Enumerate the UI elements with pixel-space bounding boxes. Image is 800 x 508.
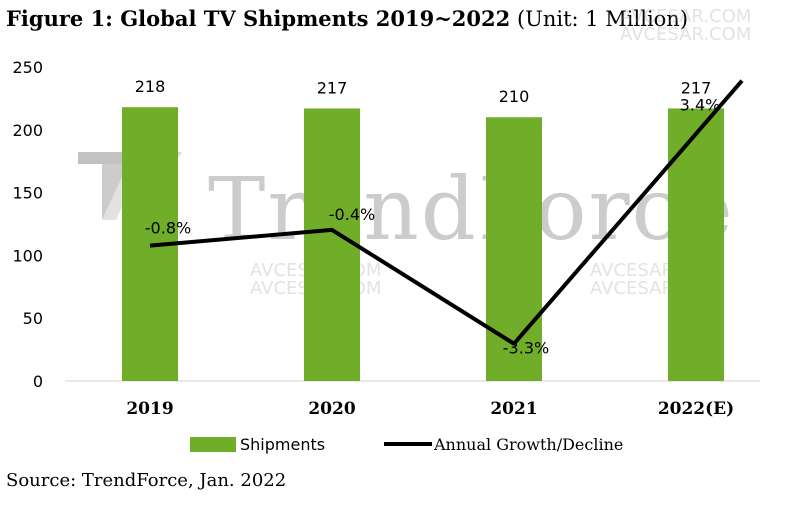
y-tick-label: 150 xyxy=(12,184,43,203)
bar-2021 xyxy=(486,117,542,382)
legend-swatch-shipments xyxy=(190,437,236,452)
legend: Shipments Annual Growth/Decline xyxy=(190,435,623,454)
data-labels: 218 217 210 217 -0.8% -0.4% -3.3% 3.4% xyxy=(135,77,721,358)
growth-value-label: -0.8% xyxy=(145,219,191,238)
y-tick-label: 50 xyxy=(23,309,43,328)
bar-value-label: 210 xyxy=(499,87,530,106)
source-note: Source: TrendForce, Jan. 2022 xyxy=(6,470,287,491)
shipments-bars xyxy=(122,107,724,382)
x-tick-label: 2021 xyxy=(490,399,537,419)
x-tick-label: 2020 xyxy=(308,399,355,419)
chart-title-unit: (Unit: 1 Million) xyxy=(516,7,689,31)
growth-value-label: -3.3% xyxy=(503,339,549,358)
legend-label-growth: Annual Growth/Decline xyxy=(433,435,623,454)
bar-2022(E) xyxy=(668,108,724,381)
growth-value-label: 3.4% xyxy=(680,96,721,115)
x-tick-label: 2022(E) xyxy=(658,399,734,419)
y-tick-label: 100 xyxy=(12,246,43,265)
bar-2020 xyxy=(304,108,360,381)
growth-line-path xyxy=(149,79,744,346)
growth-line xyxy=(149,79,744,346)
bar-value-label: 217 xyxy=(681,78,712,97)
y-tick-label: 200 xyxy=(12,121,43,140)
trendforce-wordmark-watermark: TrendForce xyxy=(208,160,735,260)
x-axis: 2019 2020 2021 2022(E) xyxy=(126,399,734,419)
y-tick-label: 0 xyxy=(33,372,43,391)
x-tick-label: 2019 xyxy=(126,399,173,419)
bar-value-label: 218 xyxy=(135,77,166,96)
growth-value-label: -0.4% xyxy=(329,205,375,224)
chart-title-main: Figure 1: Global TV Shipments 2019~2022 xyxy=(6,6,511,31)
chart-title: Figure 1: Global TV Shipments 2019~2022 … xyxy=(6,6,688,31)
bar-value-label: 217 xyxy=(317,78,348,97)
y-tick-label: 250 xyxy=(12,58,43,77)
legend-label-shipments: Shipments xyxy=(240,435,325,454)
y-axis: 0 50 100 150 200 250 xyxy=(12,58,760,391)
